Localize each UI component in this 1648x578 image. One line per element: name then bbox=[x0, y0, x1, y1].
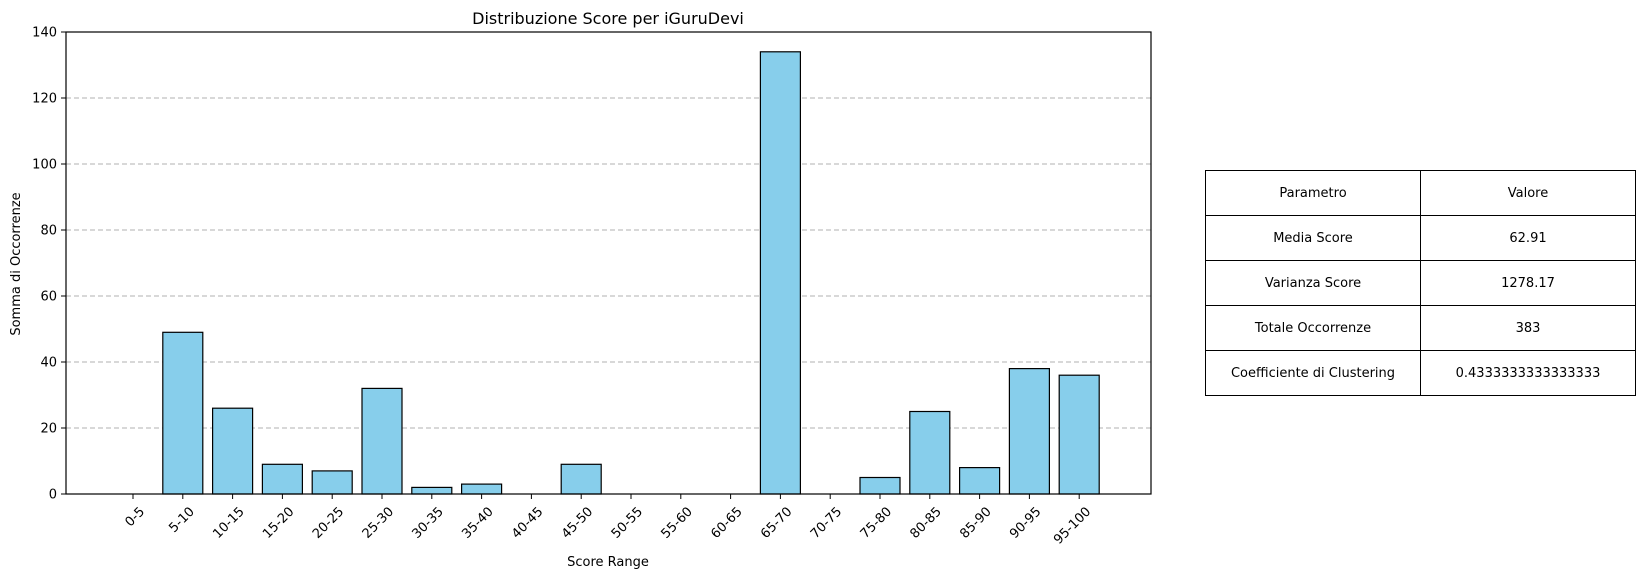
bar bbox=[1008, 368, 1051, 495]
x-tick-label: 90-95 bbox=[1007, 504, 1044, 541]
bar bbox=[958, 467, 1001, 495]
y-tick-label: 100 bbox=[32, 158, 57, 173]
bar-chart: 0 20 40 60 80 100 120 140 0-5 5-10 10-15 15-20 20-2… bbox=[9, 9, 1152, 570]
y-tick-label: 20 bbox=[40, 422, 57, 437]
bar bbox=[461, 483, 503, 495]
table-row: Media Score 62.91 bbox=[1205, 215, 1636, 261]
bar bbox=[162, 331, 204, 495]
table-cell-parameter: Media Score bbox=[1205, 215, 1421, 261]
table-cell-value: 0.4333333333333333 bbox=[1420, 350, 1636, 396]
x-tick-label: 40-45 bbox=[509, 504, 546, 541]
bar bbox=[560, 463, 602, 495]
bar bbox=[261, 463, 303, 495]
bar bbox=[311, 470, 353, 495]
table-cell-parameter: Coefficiente di Clustering bbox=[1205, 350, 1421, 396]
bar bbox=[759, 51, 802, 495]
y-tick-label: 60 bbox=[40, 290, 57, 305]
y-tick-label: 40 bbox=[40, 356, 57, 371]
y-tick-label: 80 bbox=[40, 224, 57, 239]
y-axis: 0 20 40 60 80 100 120 140 bbox=[32, 26, 66, 503]
table-cell-parameter: Parametro bbox=[1205, 170, 1421, 216]
x-tick-label: 20-25 bbox=[310, 504, 347, 541]
y-tick-label: 140 bbox=[32, 26, 57, 41]
plot-frame bbox=[65, 31, 1152, 495]
x-tick-label: 15-20 bbox=[260, 504, 297, 541]
chart-title: Distribuzione Score per iGuruDevi bbox=[472, 9, 744, 28]
x-tick-label: 35-40 bbox=[459, 504, 496, 541]
y-axis-label: Somma di Occorrenze bbox=[9, 192, 24, 335]
bar bbox=[361, 387, 403, 495]
table-cell-value: Valore bbox=[1420, 170, 1636, 216]
table-cell-value: 1278.17 bbox=[1420, 260, 1636, 306]
table-row: Totale Occorrenze 383 bbox=[1205, 305, 1636, 351]
x-tick-label: 5-10 bbox=[166, 504, 197, 535]
bar bbox=[212, 407, 254, 495]
x-axis-label: Score Range bbox=[567, 555, 649, 570]
table-cell-parameter: Varianza Score bbox=[1205, 260, 1421, 306]
x-tick-label: 10-15 bbox=[210, 504, 247, 541]
bar bbox=[411, 486, 453, 495]
x-tick-label: 45-50 bbox=[559, 504, 596, 541]
table-row: Coefficiente di Clustering 0.433333333333… bbox=[1205, 350, 1636, 396]
bar bbox=[859, 476, 901, 495]
x-tick-label: 85-90 bbox=[957, 504, 994, 541]
x-tick-label: 0-5 bbox=[122, 504, 148, 530]
y-tick-label: 120 bbox=[32, 92, 57, 107]
x-tick-label: 95-100 bbox=[1051, 504, 1094, 547]
x-axis: 0-5 5-10 10-15 15-20 20-25 25-30 30-35 35-40 40-… bbox=[122, 494, 1094, 548]
x-tick-label: 75-80 bbox=[858, 504, 895, 541]
x-tick-label: 30-35 bbox=[410, 504, 447, 541]
x-tick-label: 80-85 bbox=[908, 504, 945, 541]
table-cell-value: 383 bbox=[1420, 305, 1636, 351]
table-cell-parameter: Totale Occorrenze bbox=[1205, 305, 1421, 351]
y-tick-label: 0 bbox=[49, 488, 57, 503]
x-tick-label: 25-30 bbox=[360, 504, 397, 541]
bar bbox=[1058, 374, 1100, 495]
table-cell-value: 62.91 bbox=[1420, 215, 1636, 261]
table-header-row: Parametro Valore bbox=[1205, 170, 1636, 216]
stats-table: Parametro Valore Media Score 62.91 Varianza … bbox=[1205, 170, 1636, 396]
bar bbox=[909, 410, 951, 495]
x-tick-label: 60-65 bbox=[708, 504, 745, 541]
x-tick-label: 50-55 bbox=[609, 504, 646, 541]
bars bbox=[162, 51, 1100, 495]
x-tick-label: 55-60 bbox=[659, 504, 696, 541]
table-row: Varianza Score 1278.17 bbox=[1205, 260, 1636, 306]
x-tick-label: 65-70 bbox=[758, 504, 795, 541]
x-tick-label: 70-75 bbox=[808, 504, 845, 541]
